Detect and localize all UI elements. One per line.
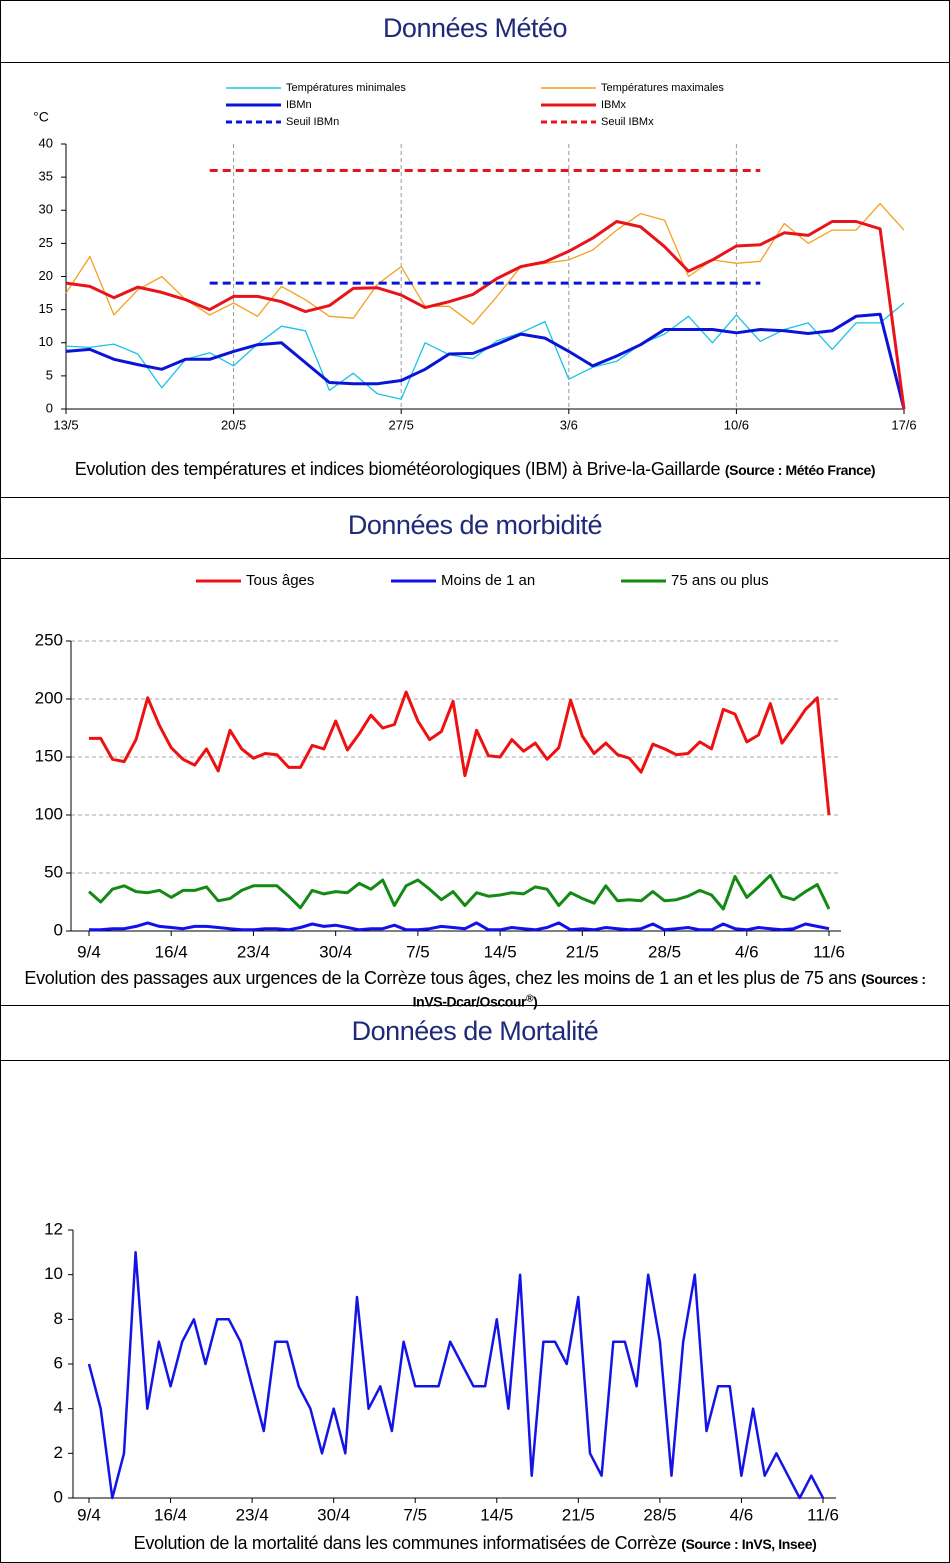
section-title: Données de morbidité	[1, 498, 949, 559]
caption-source: (Source : Météo France)	[724, 462, 876, 478]
x-tick-label: 9/4	[77, 1505, 101, 1524]
x-tick-label: 11/6	[813, 942, 845, 961]
x-tick-label: 21/5	[562, 1505, 595, 1524]
x-tick-label: 28/5	[648, 942, 681, 961]
x-tick-label: 9/4	[77, 942, 101, 961]
series-line	[88, 873, 831, 911]
x-tick-label: 16/4	[154, 1505, 187, 1524]
chart: 0 5 10 15 20 25 30 35 40 13/5 20/5 27/5 3/6 10/6 17/6 °…	[33, 82, 917, 433]
x-tick-label: 21/5	[566, 942, 599, 961]
y-tick-label: 150	[35, 746, 63, 765]
legend-label: Températures maximales	[601, 82, 724, 94]
y-tick-label: 50	[44, 862, 63, 881]
x-tick-label: 14/5	[480, 1505, 513, 1524]
caption-source: (Sources : InVS-Dcar/Oscour	[412, 971, 926, 1010]
series-line	[65, 202, 905, 325]
y-tick-label: 12	[44, 1219, 63, 1238]
y-tick-label: 250	[35, 630, 63, 649]
legend-label: IBMn	[286, 99, 312, 111]
x-tick-label: 23/4	[237, 942, 270, 961]
caption-text: Evolution des températures et indices bi…	[74, 459, 721, 479]
y-tick-label: 25	[39, 235, 53, 250]
x-tick-label: 10/6	[724, 417, 749, 432]
x-tick-label: 28/5	[643, 1505, 676, 1524]
caption: Evolution des températures et indices bi…	[1, 458, 949, 498]
y-tick-label: 0	[54, 920, 63, 939]
legend-label: Tous âges	[246, 572, 314, 589]
y-tick-label: 10	[39, 334, 53, 349]
caption-text: Evolution des passages aux urgences de l…	[24, 968, 857, 988]
caption: Evolution des passages aux urgences de l…	[1, 968, 949, 1010]
x-tick-label: 20/5	[221, 417, 246, 432]
y-tick-label: 4	[54, 1398, 63, 1417]
x-tick-label: 30/4	[319, 942, 352, 961]
series-line	[87, 1251, 825, 1500]
x-tick-label: 17/6	[891, 417, 916, 432]
series-line	[65, 302, 905, 400]
series-line	[89, 921, 830, 932]
y-tick-label: 0	[54, 1487, 63, 1506]
caption-source-end: )	[533, 993, 538, 1010]
y-tick-label: 35	[39, 169, 53, 184]
x-tick-label: 4/6	[730, 1505, 754, 1524]
y-tick-label: 200	[35, 688, 63, 707]
x-tick-label: 23/4	[236, 1505, 269, 1524]
caption-source: (Source : InVS, Insee)	[681, 1536, 817, 1552]
y-tick-label: 8	[54, 1309, 63, 1328]
legend-label: IBMx	[601, 99, 627, 111]
legend-label: Moins de 1 an	[441, 572, 535, 589]
caption-source-mark: ®	[526, 993, 534, 1004]
x-tick-label: 11/6	[807, 1505, 839, 1524]
y-tick-label: 40	[39, 135, 53, 150]
series-line	[89, 690, 831, 816]
series-line	[65, 312, 906, 410]
legend-label: Températures minimales	[286, 82, 406, 94]
x-tick-label: 3/6	[560, 417, 578, 432]
x-tick-label: 13/5	[53, 417, 78, 432]
y-tick-label: 20	[39, 268, 53, 283]
chart: 0 2 4 6 8 10 12 9/4 16/4 23/4 30/4 7/5 14/5 21/5 28/5 4…	[44, 1219, 839, 1524]
section-title: Données de Mortalité	[1, 1006, 949, 1061]
y-tick-label: 15	[39, 301, 53, 316]
caption: Evolution de la mortalité dans les commu…	[1, 1526, 949, 1562]
y-tick-label: 2	[54, 1443, 63, 1462]
legend-label: 75 ans ou plus	[671, 572, 769, 589]
series-line	[65, 220, 906, 410]
y-tick-label: 10	[44, 1264, 63, 1283]
caption-text: Evolution de la mortalité dans les commu…	[133, 1533, 677, 1553]
chart: 0 50 100 150 200 250 9/4 16/4 23/4 30/4 7/5 14/5 21/…	[35, 572, 845, 962]
y-tick-label: 0	[46, 400, 53, 415]
x-tick-label: 30/4	[317, 1505, 350, 1524]
legend-label: Seuil IBMn	[286, 116, 339, 128]
x-tick-label: 7/5	[406, 942, 430, 961]
section-title: Données Météo	[1, 1, 949, 63]
y-tick-label: 100	[35, 804, 63, 823]
y-tick-label: 5	[46, 367, 53, 382]
x-tick-label: 14/5	[484, 942, 517, 961]
y-tick-label: 6	[54, 1353, 63, 1372]
x-tick-label: 4/6	[735, 942, 759, 961]
legend-label: Seuil IBMx	[601, 116, 654, 128]
x-tick-label: 27/5	[389, 417, 414, 432]
y-tick-label: 30	[39, 202, 53, 217]
y-axis-label: °C	[33, 109, 49, 125]
x-tick-label: 16/4	[155, 942, 188, 961]
x-tick-label: 7/5	[403, 1505, 427, 1524]
